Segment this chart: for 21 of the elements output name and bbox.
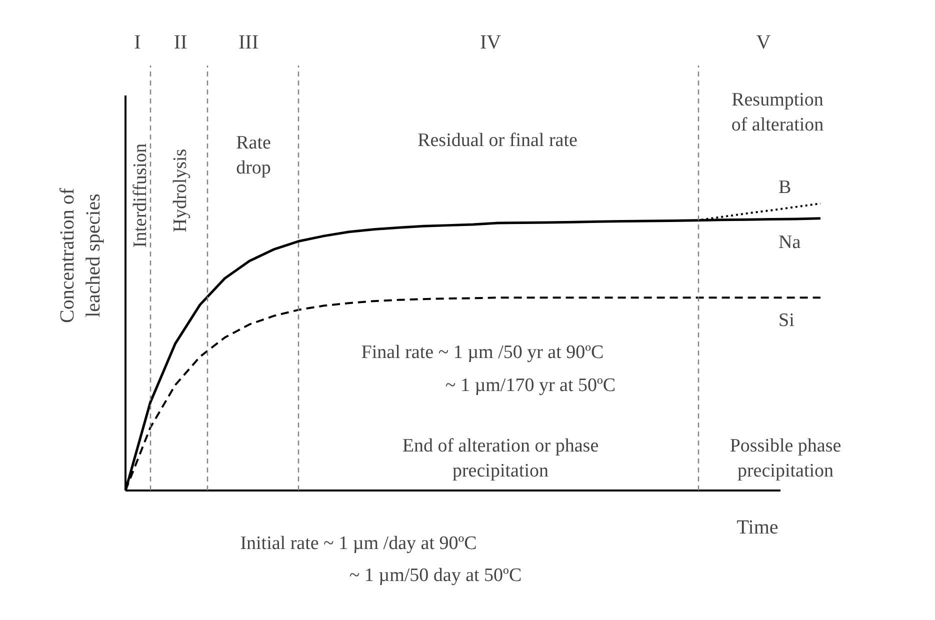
annotation: End of alteration or phase precipitation [402,435,599,482]
text: Initial rate ~ 1 µm /day at 90ºC [240,533,477,554]
x-axis-title: Time [736,516,778,538]
annotation: Interdiffusion [130,142,151,248]
text: V [756,32,772,54]
text: Residual or final rate [418,130,578,151]
series-label: Si [778,310,794,331]
text: Rate drop [236,132,271,179]
text: II [174,32,188,54]
annotation: Possible phase precipitation [730,435,842,482]
text: Resumption of alteration [731,89,824,136]
y-axis-title: Concentration of leached species [56,188,105,323]
annotation: ~ 1 µm/170 yr at 50ºC [445,375,616,396]
text: I [134,32,141,54]
text: III [238,32,258,54]
series-label: Na [778,232,802,253]
annotation: Hydrolysis [170,148,191,232]
annotation: Final rate ~ 1 µm /50 yr at 90ºC [361,342,604,363]
text: ~ 1 µm/50 day at 50ºC [349,565,522,586]
series-label: B [778,177,792,198]
text: IV [480,32,502,54]
